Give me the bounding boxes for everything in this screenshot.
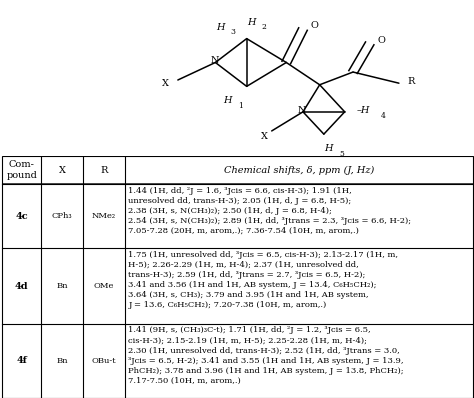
Text: H: H	[325, 144, 333, 153]
Text: OMe: OMe	[94, 282, 114, 290]
Text: 4f: 4f	[17, 356, 27, 365]
Text: 1.41 (9H, s, (CH₃)₃C-t); 1.71 (1H, dd, ²J = 1.2, ³Jcis = 6.5,
cis-H-3); 2.15-2.1: 1.41 (9H, s, (CH₃)₃C-t); 1.71 (1H, dd, ²…	[128, 326, 404, 385]
Text: –H: –H	[357, 106, 370, 115]
Text: NMe₂: NMe₂	[92, 212, 116, 220]
Text: Bn: Bn	[56, 357, 68, 365]
Text: 1.75 (1H, unresolved dd, ³Jcis = 6.5, cis-H-3); 2.13-2.17 (1H, m,
H-5); 2.26-2.2: 1.75 (1H, unresolved dd, ³Jcis = 6.5, ci…	[128, 250, 399, 309]
Text: 4d: 4d	[15, 281, 28, 291]
Text: O: O	[311, 21, 319, 30]
Text: 1.44 (1H, dd, ²J = 1.6, ³Jcis = 6.6, cis-H-3); 1.91 (1H,
unresolved dd, trans-H-: 1.44 (1H, dd, ²J = 1.6, ³Jcis = 6.6, cis…	[128, 187, 411, 235]
Text: 2: 2	[262, 23, 267, 31]
Text: 4c: 4c	[16, 212, 28, 220]
Text: X: X	[261, 132, 268, 141]
Text: X: X	[162, 79, 169, 88]
Text: Chemical shifts, δ, ppm (J, Hz): Chemical shifts, δ, ppm (J, Hz)	[224, 166, 374, 175]
Text: O: O	[377, 36, 385, 45]
Text: 3: 3	[231, 28, 236, 36]
Text: R: R	[100, 166, 108, 175]
Text: 1: 1	[238, 102, 243, 110]
Text: H: H	[247, 18, 256, 27]
Text: 4: 4	[381, 112, 385, 120]
Text: 5: 5	[339, 150, 344, 158]
Text: Bn: Bn	[56, 282, 68, 290]
Text: H: H	[224, 96, 232, 105]
Text: Com-
pound: Com- pound	[6, 160, 37, 180]
Text: N: N	[210, 57, 219, 65]
Text: H: H	[217, 23, 225, 32]
Text: R: R	[408, 77, 415, 86]
Text: N: N	[298, 106, 306, 115]
Text: CPh₃: CPh₃	[52, 212, 73, 220]
Text: X: X	[59, 166, 65, 175]
Text: OBu-t: OBu-t	[91, 357, 116, 365]
